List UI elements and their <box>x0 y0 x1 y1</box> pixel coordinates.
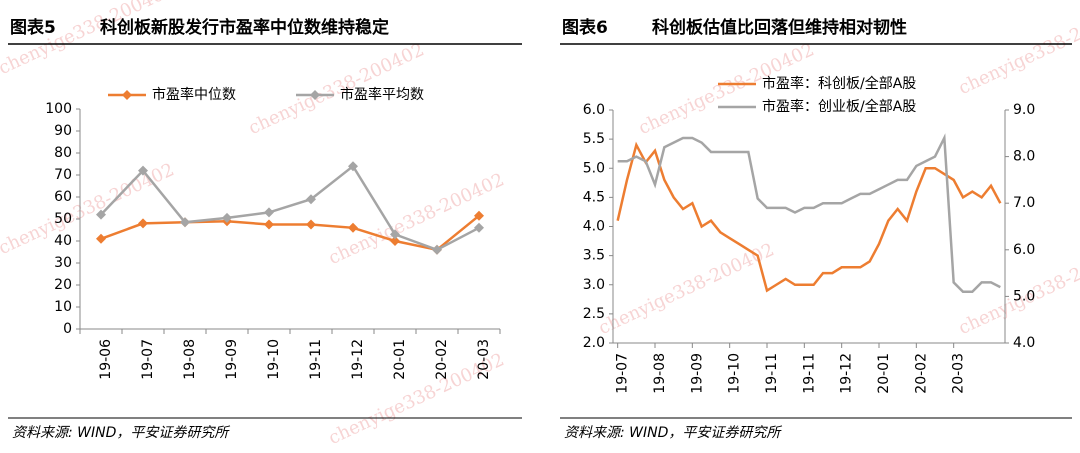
point <box>264 207 274 218</box>
legend-marker <box>310 90 320 100</box>
y-tick-label: 3.0 <box>583 277 605 293</box>
series-line <box>100 164 480 252</box>
y-tick-label: 30 <box>54 255 72 271</box>
x-tick-label: 20-03 <box>951 353 967 394</box>
source: 资料来源: WIND，平安证券研究所 <box>564 425 782 441</box>
watermark: chenyige338-200402 <box>955 0 1080 99</box>
x-tick-label: 20-01 <box>876 353 892 394</box>
x-tick-label: 19-09 <box>224 339 240 380</box>
y2-tick-label: 7.0 <box>1013 195 1035 211</box>
x-tick-label: 19-07 <box>615 353 631 394</box>
x-tick-label: 19-12 <box>839 353 855 394</box>
y2-tick-label: 9.0 <box>1013 102 1035 118</box>
y-tick-label: 60 <box>54 189 72 205</box>
x-tick-label: 19-11 <box>764 353 780 394</box>
y-tick-label: 5.0 <box>583 160 605 176</box>
y-tick-label: 20 <box>54 277 72 293</box>
point <box>138 218 148 229</box>
chart-title: 科创板新股发行市盈率中位数维持稳定 <box>100 17 389 38</box>
y-tick-label: 2.5 <box>583 306 605 322</box>
y-tick-label: 10 <box>54 299 72 315</box>
y2-tick-label: 4.0 <box>1013 335 1035 351</box>
y-tick-label: 5.5 <box>583 131 605 147</box>
y-tick-label: 4.5 <box>583 189 605 205</box>
x-tick-label: 19-12 <box>350 339 366 380</box>
legend-marker <box>122 90 132 100</box>
point <box>348 161 358 172</box>
legend-label: 市盈率：科创板/全部A股 <box>762 75 916 92</box>
legend-label: 市盈率平均数 <box>340 86 424 103</box>
x-tick-label: 19-10 <box>266 339 282 380</box>
y-tick-label: 80 <box>54 145 72 161</box>
watermark: chenyige338-200402 <box>0 159 177 259</box>
y-tick-label: 50 <box>54 211 72 227</box>
y-tick-label: 40 <box>54 233 72 249</box>
legend-label: 市盈率中位数 <box>152 86 236 103</box>
watermark: chenyige338-200402 <box>0 0 177 79</box>
series-line <box>617 133 1001 293</box>
y-tick-label: 0 <box>63 321 72 337</box>
y2-tick-label: 8.0 <box>1013 149 1035 165</box>
y-tick-label: 6.0 <box>583 102 605 118</box>
series-line <box>616 141 1002 293</box>
y2-tick-label: 5.0 <box>1013 288 1035 304</box>
x-tick-label: 20-01 <box>392 339 408 380</box>
point <box>390 229 400 240</box>
point <box>474 210 484 221</box>
y2-tick-label: 6.0 <box>1013 242 1035 258</box>
x-tick-label: 19-07 <box>140 339 156 380</box>
point <box>96 209 106 220</box>
chart-title: 科创板估值比回落但维持相对韧性 <box>652 17 907 38</box>
point <box>180 217 190 228</box>
point <box>96 233 106 244</box>
point <box>222 212 232 223</box>
y-tick-label: 90 <box>54 123 72 139</box>
point <box>264 219 274 230</box>
x-tick-label: 19-10 <box>727 353 743 394</box>
y-tick-label: 3.5 <box>583 248 605 264</box>
x-tick-label: 20-03 <box>476 339 492 380</box>
x-tick-label: 19-11 <box>801 353 817 394</box>
x-tick-label: 19-08 <box>182 339 198 380</box>
x-tick-label: 19-08 <box>652 353 668 394</box>
point <box>306 219 316 230</box>
x-tick-label: 19-11 <box>308 339 324 380</box>
point <box>348 222 358 233</box>
point <box>474 222 484 233</box>
legend-label: 市盈率：创业板/全部A股 <box>762 98 916 115</box>
x-tick-label: 19-09 <box>689 353 705 394</box>
y-tick-label: 70 <box>54 167 72 183</box>
point <box>432 244 442 255</box>
y-tick-label: 100 <box>45 101 72 117</box>
point <box>306 194 316 205</box>
point <box>390 236 400 246</box>
point <box>138 165 148 176</box>
source: 资料来源: WIND，平安证券研究所 <box>12 425 230 441</box>
figure-label: 图表5 <box>10 17 56 38</box>
figure-label: 图表6 <box>562 17 608 38</box>
x-tick-label: 20-02 <box>913 353 929 394</box>
x-tick-label: 19-06 <box>98 339 114 380</box>
watermark: chenyige338-200402 <box>595 239 777 339</box>
x-tick-label: 20-02 <box>434 339 450 380</box>
series-line <box>100 214 480 252</box>
y-tick-label: 4.0 <box>583 219 605 235</box>
y-tick-label: 2.0 <box>583 335 605 351</box>
